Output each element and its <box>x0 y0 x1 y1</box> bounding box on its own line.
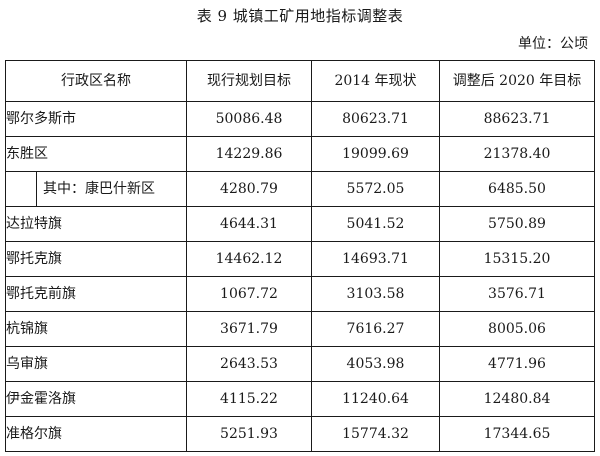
target-2020-value: 8005.06 <box>439 311 595 347</box>
unit-label: 单位：公顷 <box>518 36 588 52</box>
header-current-plan: 现行规划目标 <box>186 60 312 102</box>
indent-cell <box>7 172 37 206</box>
table-caption: 表 9 城镇工矿用地指标调整表 <box>196 7 404 25</box>
target-2020-value: 5750.89 <box>439 206 595 242</box>
target-2020-value: 6485.50 <box>439 171 595 207</box>
current-plan-value: 4644.31 <box>186 206 312 242</box>
current-plan-value: 14229.86 <box>186 136 312 172</box>
target-2020-value: 88623.71 <box>439 101 595 137</box>
table-row: 乌审旗 2643.53 4053.98 4771.96 <box>5 346 595 382</box>
status-2014-value: 5041.52 <box>311 206 440 242</box>
target-2020-value: 15315.20 <box>439 241 595 277</box>
region-name: 鄂托克前旗 <box>5 276 187 312</box>
current-plan-value: 4280.79 <box>186 171 312 207</box>
current-plan-value: 3671.79 <box>186 311 312 347</box>
status-2014-value: 14693.71 <box>311 241 440 277</box>
target-2020-value: 21378.40 <box>439 136 595 172</box>
header-target-2020: 调整后 2020 年目标 <box>439 60 595 102</box>
status-2014-value: 19099.69 <box>311 136 440 172</box>
current-plan-value: 14462.12 <box>186 241 312 277</box>
status-2014-value: 11240.64 <box>311 381 440 417</box>
current-plan-value: 50086.48 <box>186 101 312 137</box>
table-row: 杭锦旗 3671.79 7616.27 8005.06 <box>5 311 595 347</box>
region-name: 准格尔旗 <box>5 416 187 452</box>
status-2014-value: 5572.05 <box>311 171 440 207</box>
status-2014-value: 4053.98 <box>311 346 440 382</box>
region-name: 达拉特旗 <box>5 206 187 242</box>
header-region: 行政区名称 <box>5 60 187 102</box>
region-name: 杭锦旗 <box>5 311 187 347</box>
region-name: 鄂尔多斯市 <box>5 101 187 137</box>
target-2020-value: 4771.96 <box>439 346 595 382</box>
region-name: 东胜区 <box>5 136 187 172</box>
land-use-table: 行政区名称 现行规划目标 2014 年现状 调整后 2020 年目标 鄂尔多斯市… <box>5 60 595 452</box>
table-row: 准格尔旗 5251.93 15774.32 17344.65 <box>5 416 595 452</box>
current-plan-value: 4115.22 <box>186 381 312 417</box>
current-plan-value: 5251.93 <box>186 416 312 452</box>
region-name: 鄂托克旗 <box>5 241 187 277</box>
region-name: 乌审旗 <box>5 346 187 382</box>
current-plan-value: 1067.72 <box>186 276 312 312</box>
header-row: 行政区名称 现行规划目标 2014 年现状 调整后 2020 年目标 <box>5 60 595 102</box>
target-2020-value: 3576.71 <box>439 276 595 312</box>
region-name-sub-cell: 其中：康巴什新区 <box>5 171 187 207</box>
region-name: 其中：康巴什新区 <box>43 181 155 197</box>
region-name: 伊金霍洛旗 <box>5 381 187 417</box>
table-row: 伊金霍洛旗 4115.22 11240.64 12480.84 <box>5 381 595 417</box>
target-2020-value: 17344.65 <box>439 416 595 452</box>
table-row: 鄂托克旗 14462.12 14693.71 15315.20 <box>5 241 595 277</box>
table-row: 鄂托克前旗 1067.72 3103.58 3576.71 <box>5 276 595 312</box>
table-row-sub: 其中：康巴什新区 4280.79 5572.05 6485.50 <box>5 171 595 207</box>
status-2014-value: 15774.32 <box>311 416 440 452</box>
current-plan-value: 2643.53 <box>186 346 312 382</box>
table-row: 达拉特旗 4644.31 5041.52 5750.89 <box>5 206 595 242</box>
status-2014-value: 3103.58 <box>311 276 440 312</box>
header-status-2014: 2014 年现状 <box>311 60 440 102</box>
status-2014-value: 7616.27 <box>311 311 440 347</box>
table-row: 东胜区 14229.86 19099.69 21378.40 <box>5 136 595 172</box>
table-row: 鄂尔多斯市 50086.48 80623.71 88623.71 <box>5 101 595 137</box>
target-2020-value: 12480.84 <box>439 381 595 417</box>
status-2014-value: 80623.71 <box>311 101 440 137</box>
